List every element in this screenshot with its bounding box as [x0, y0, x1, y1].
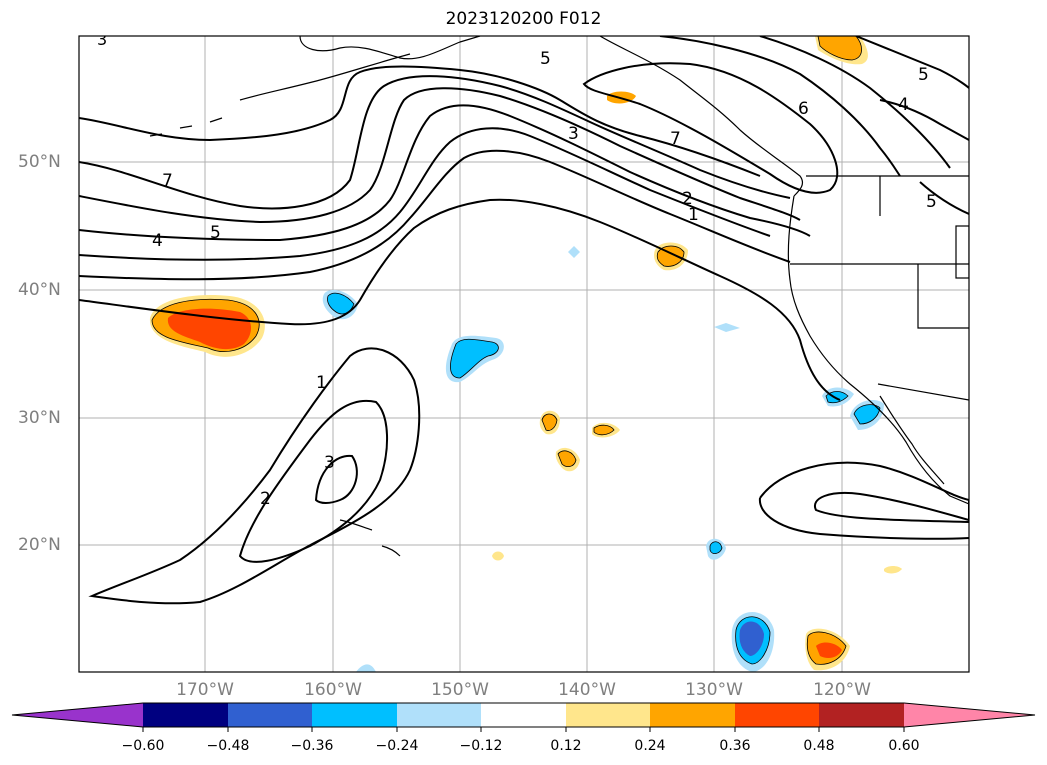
- contour-label: 4: [898, 95, 909, 115]
- lon-label: 150°W: [431, 680, 489, 700]
- colorbar-extend-high: [904, 703, 1035, 727]
- colorbar-tick-label: −0.36: [290, 738, 334, 754]
- map-title: 2023120200 F012: [445, 9, 602, 29]
- lon-label: 160°W: [304, 680, 362, 700]
- colorbar-bin: [650, 703, 735, 727]
- contour-label: 1: [316, 373, 327, 393]
- positive-anomaly-region: [594, 425, 614, 435]
- baja-peninsula: [879, 395, 945, 485]
- colorbar-tick-label: 0.60: [888, 738, 920, 754]
- colorbar-bin: [228, 703, 312, 727]
- aleutian-islands: [239, 53, 411, 101]
- colorbar-bin: [481, 703, 566, 727]
- lon-label: 170°W: [176, 680, 234, 700]
- lon-label: 120°W: [813, 680, 871, 700]
- colorbar-tick-label: 0.36: [719, 738, 751, 754]
- positive-anomaly-region: [542, 414, 557, 431]
- hawaii-islands: [339, 519, 401, 557]
- colorbar-bin: [566, 703, 650, 727]
- map-plot-area: 3 5 5 4 6 7 3 2 1 5 7 5 4 1 3 2: [79, 30, 969, 672]
- colorbar-bin: [397, 703, 481, 727]
- state-border: [879, 176, 969, 329]
- contour-label: 5: [540, 49, 551, 69]
- contour-label: 5: [926, 192, 937, 212]
- positive-anomaly-region: [884, 566, 902, 574]
- negative-anomaly-region: [356, 664, 376, 672]
- us-coast: [787, 195, 969, 505]
- contour-label: 7: [162, 171, 173, 191]
- alaska-coast: [299, 36, 481, 60]
- border-mexico: [877, 383, 969, 401]
- negative-anomaly-region: [714, 323, 740, 332]
- contour-label: 2: [260, 489, 271, 509]
- negative-anomaly-region: [450, 339, 499, 378]
- colorbar-tick-label: −0.60: [121, 738, 165, 754]
- positive-anomaly-region: [558, 450, 576, 467]
- positive-anomaly-region: [816, 642, 842, 658]
- state-border: [955, 225, 969, 279]
- bc-coast: [599, 36, 804, 197]
- contour-label: 3: [568, 124, 579, 144]
- contour-label: 6: [798, 99, 809, 119]
- negative-anomaly-region: [739, 621, 764, 656]
- colorbar-extend-low: [12, 703, 143, 727]
- lat-label: 30°N: [18, 408, 61, 428]
- contour-lines: [79, 36, 969, 605]
- colorbar-bin: [143, 703, 228, 727]
- colorbar: [11, 702, 1036, 732]
- colorbar-tick-label: 0.48: [803, 738, 835, 754]
- colorbar-bin: [312, 703, 397, 727]
- contour-label: 4: [152, 231, 163, 251]
- lat-label: 20°N: [18, 535, 61, 555]
- lat-label: 40°N: [18, 280, 61, 300]
- contour-label: 1: [688, 205, 699, 225]
- contour-label: 5: [918, 65, 929, 85]
- positive-anomaly-region: [818, 36, 862, 60]
- aleutian-islands: [149, 117, 223, 137]
- lat-label: 50°N: [18, 152, 61, 172]
- lon-label: 130°W: [685, 680, 743, 700]
- contour-label: 3: [97, 30, 107, 49]
- colorbar-tick-label: 0.12: [550, 738, 582, 754]
- contour-label: 3: [324, 453, 335, 473]
- colorbar-tick-label: −0.24: [375, 738, 419, 754]
- colorbar-tick-label: 0.24: [634, 738, 666, 754]
- colorbar-tick-label: −0.12: [459, 738, 503, 754]
- contour-label: 7: [670, 129, 681, 149]
- negative-anomaly-region: [568, 246, 580, 258]
- contour-label: 5: [210, 223, 221, 243]
- coastlines: [149, 36, 969, 557]
- shaded-anomalies: [149, 36, 902, 672]
- colorbar-bin: [819, 703, 904, 727]
- colorbar-tick-label: −0.48: [206, 738, 250, 754]
- positive-anomaly-region: [492, 551, 504, 561]
- contour-label: 2: [682, 189, 693, 209]
- negative-anomaly-region: [327, 293, 354, 314]
- negative-anomaly-region: [710, 541, 722, 554]
- lon-label: 140°W: [558, 680, 616, 700]
- plot-frame: [78, 35, 970, 673]
- colorbar-bin: [735, 703, 819, 727]
- contour-labels: 3 5 5 4 6 7 3 2 1 5 7 5 4 1 3 2: [97, 30, 937, 509]
